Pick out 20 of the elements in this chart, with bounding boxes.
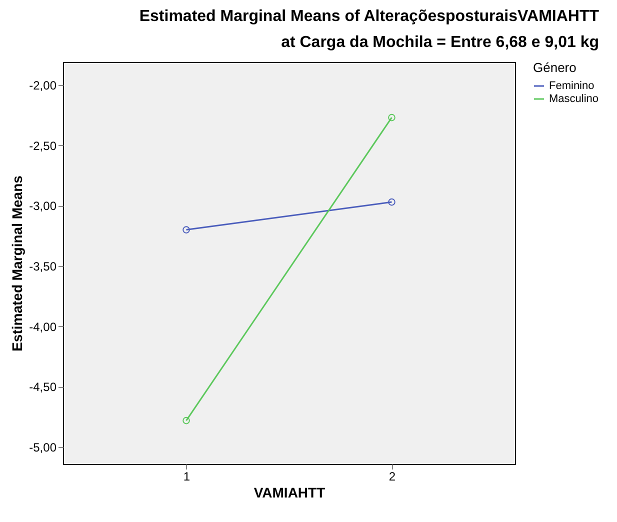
y-axis-title: Estimated Marginal Means: [9, 175, 26, 352]
legend-label: Masculino: [549, 93, 599, 105]
point: [388, 114, 396, 122]
chart-title: Estimated Marginal Means of AlteraçõesposturaisVAMIAHTT: [139, 8, 600, 25]
y-tick-label: -4,50: [29, 380, 57, 394]
legend-title: Género: [533, 60, 576, 75]
y-tick-label: -4,00: [29, 320, 57, 334]
x-axis-title: VAMIAHTT: [254, 484, 326, 500]
legend-label: Feminino: [549, 80, 594, 92]
y-tick-label: -2,50: [29, 138, 57, 153]
x-tick-label: 2: [388, 470, 396, 484]
x-tick-label: 1: [183, 470, 190, 484]
y-tick-label: -3,50: [29, 260, 57, 274]
point: [182, 416, 190, 424]
point: [182, 226, 190, 234]
chart-subtitle: at Carga da Mochila = Entre 6,68 e 9,01 kg: [281, 34, 599, 51]
y-tick-label: -5,00: [29, 440, 57, 455]
y-tick-label: -3,00: [29, 199, 57, 214]
point: [388, 198, 396, 206]
y-tick-label: -2,00: [29, 78, 57, 92]
